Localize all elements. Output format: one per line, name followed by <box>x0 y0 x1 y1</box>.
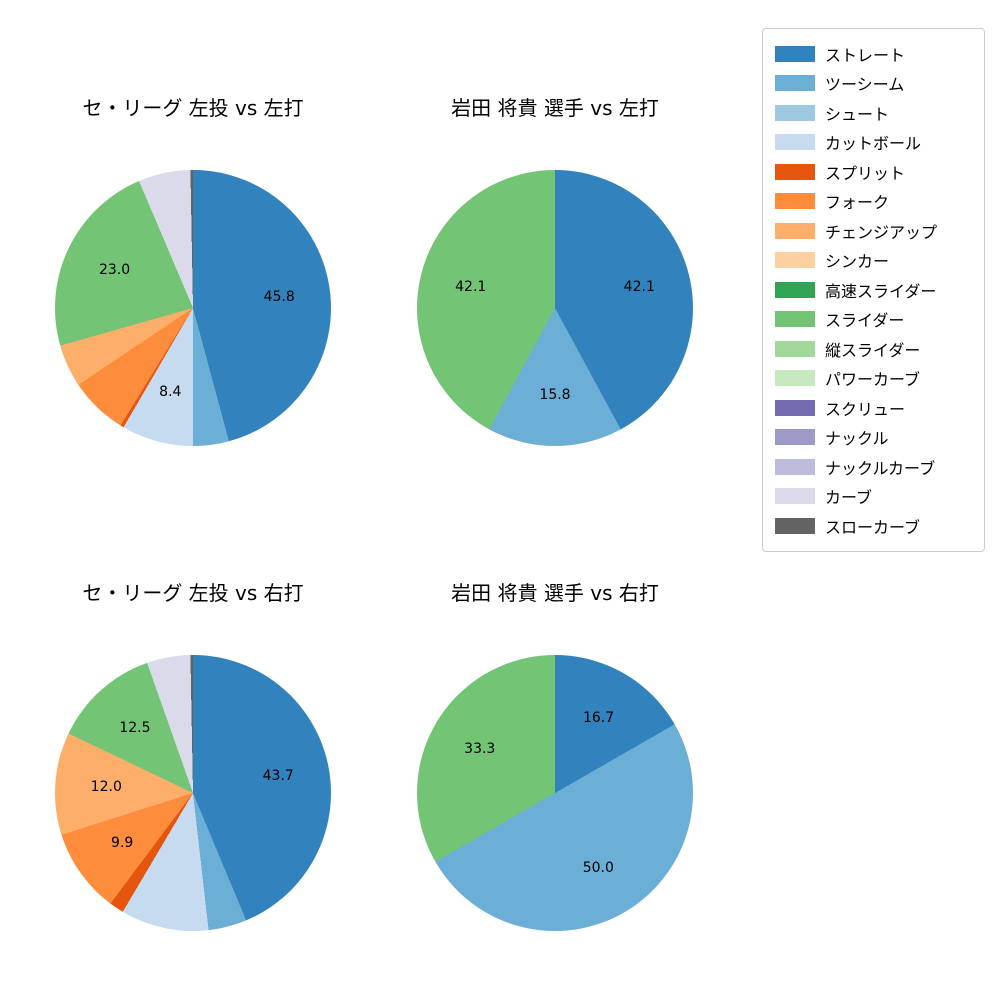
legend-item: チェンジアップ <box>775 216 972 246</box>
legend-swatch <box>775 193 815 210</box>
pie-value-label: 43.7 <box>262 767 294 784</box>
pie-value-label: 12.0 <box>90 778 122 795</box>
pie-value-label: 15.8 <box>539 386 571 403</box>
legend: ストレートツーシームシュートカットボール スプリットフォークチェンジアップ シンカー… <box>762 28 985 552</box>
pie-value-label: 33.3 <box>464 741 496 758</box>
pie-value-label: 9.9 <box>111 835 134 852</box>
legend-swatch <box>775 517 815 534</box>
pie-iwata-vs-left: 42.1 15.8 42.1 <box>417 170 693 446</box>
legend-label: スライダー <box>825 311 905 331</box>
legend-swatch <box>775 45 815 62</box>
pie-value-label: 45.8 <box>263 288 295 305</box>
legend-swatch <box>775 488 815 505</box>
chart-cl-left-vs-left: セ・リーグ 左投 vs 左打 45.8 8.4 23.0 <box>55 96 331 446</box>
legend-swatch <box>775 311 815 328</box>
legend-label: チェンジアップ <box>825 222 938 242</box>
legend-item: スクリュー <box>775 393 972 423</box>
legend-label: フォーク <box>825 193 890 213</box>
legend-label: スプリット <box>825 163 906 183</box>
legend-item: 縦スライダー <box>775 334 972 364</box>
legend-swatch <box>775 340 815 357</box>
legend-swatch <box>775 458 815 475</box>
legend-swatch <box>775 104 815 121</box>
legend-item: ストレート <box>775 39 972 69</box>
legend-item: カーブ <box>775 482 972 512</box>
legend-item: スプリット <box>775 157 972 187</box>
legend-swatch <box>775 163 815 180</box>
legend-label: カーブ <box>825 488 873 508</box>
legend-label: ストレート <box>825 45 906 65</box>
legend-item: スローカーブ <box>775 511 972 541</box>
legend-swatch <box>775 429 815 446</box>
legend-swatch <box>775 75 815 92</box>
pie-value-label: 23.0 <box>98 262 131 279</box>
legend-label: スローカーブ <box>825 517 921 537</box>
pie-iwata-vs-right: 16.7 50.0 33.3 <box>417 655 693 931</box>
legend-label: ツーシーム <box>825 75 905 95</box>
legend-label: ナックルカーブ <box>825 458 936 478</box>
legend-item: フォーク <box>775 187 972 217</box>
chart-title-cl-left-vs-left: セ・リーグ 左投 vs 左打 <box>82 96 304 120</box>
legend-item: カットボール <box>775 128 972 158</box>
legend-label: スクリュー <box>825 399 906 419</box>
legend-item: 高速スライダー <box>775 275 972 305</box>
legend-label: シュート <box>825 104 890 124</box>
legend-label: 高速スライダー <box>825 281 937 301</box>
legend-item: シンカー <box>775 246 972 276</box>
legend-item: ナックル <box>775 423 972 453</box>
pie-value-label: 16.7 <box>582 709 615 726</box>
legend-swatch <box>775 252 815 269</box>
chart-cl-left-vs-right: セ・リーグ 左投 vs 右打 43.7 9.9 12.0 12.5 <box>55 581 331 931</box>
chart-title-cl-left-vs-right: セ・リーグ 左投 vs 右打 <box>82 581 304 605</box>
pie-cl-left-vs-left: 45.8 8.4 23.0 <box>55 170 331 446</box>
legend-item: ナックルカーブ <box>775 452 972 482</box>
legend-swatch <box>775 399 815 416</box>
pie-value-label: 8.4 <box>159 383 182 400</box>
legend-label: シンカー <box>825 252 890 272</box>
chart-iwata-vs-right: 岩田 将貴 選手 vs 右打 16.7 50.0 33.3 <box>417 581 693 931</box>
legend-label: カットボール <box>825 134 922 154</box>
legend-label: ナックル <box>825 429 889 449</box>
pie-value-label: 12.5 <box>119 720 151 737</box>
chart-title-iwata-vs-left: 岩田 将貴 選手 vs 左打 <box>451 96 659 120</box>
chart-title-iwata-vs-right: 岩田 将貴 選手 vs 右打 <box>451 581 659 605</box>
legend-swatch <box>775 134 815 151</box>
legend-item: シュート <box>775 98 972 128</box>
chart-iwata-vs-left: 岩田 将貴 選手 vs 左打 42.1 15.8 42.1 <box>417 96 693 446</box>
legend-swatch <box>775 281 815 298</box>
legend-label: パワーカーブ <box>825 370 921 390</box>
legend-swatch <box>775 370 815 387</box>
pie-cl-left-vs-right: 43.7 9.9 12.0 12.5 <box>55 655 331 931</box>
legend-item: パワーカーブ <box>775 364 972 394</box>
pie-value-label: 42.1 <box>455 278 487 295</box>
legend-item: ツーシーム <box>775 69 972 99</box>
legend-item: スライダー <box>775 305 972 335</box>
legend-swatch <box>775 222 815 239</box>
pie-value-label: 50.0 <box>582 860 614 877</box>
legend-label: 縦スライダー <box>825 340 921 360</box>
pie-value-label: 42.1 <box>623 278 655 295</box>
